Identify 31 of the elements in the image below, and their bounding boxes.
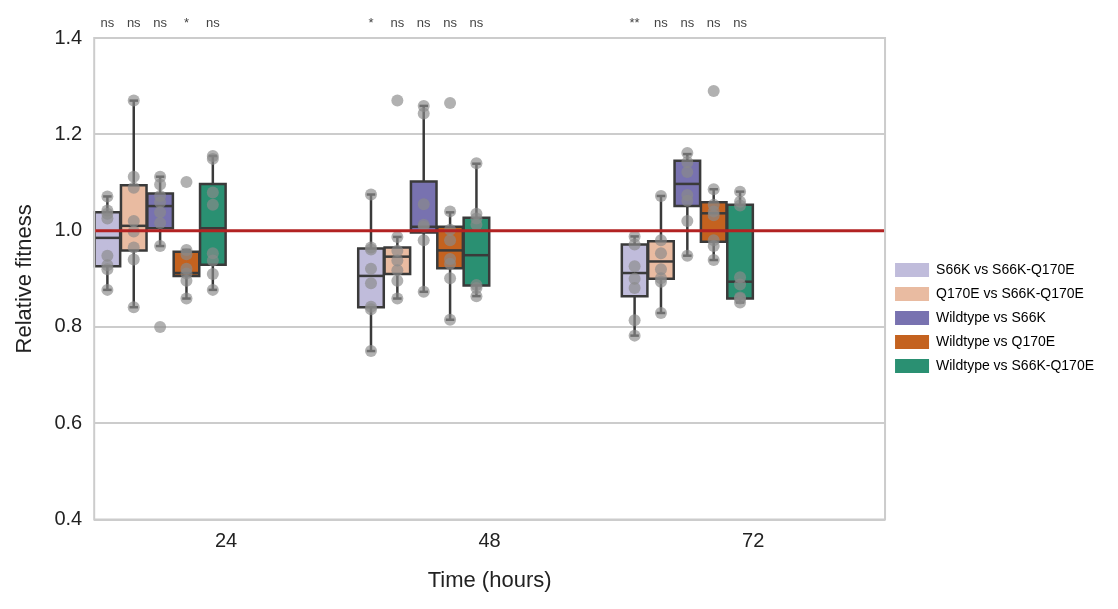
text: ns — [654, 15, 669, 31]
text: ns — [469, 15, 484, 31]
text: * — [183, 15, 189, 31]
legend-label: Wildtype vs S66K-Q170E — [936, 356, 1095, 373]
x-tick-label: 48 — [478, 529, 501, 552]
y-tick-label: 1.0 — [54, 218, 83, 241]
text: ns — [443, 15, 458, 31]
legend-label: Q170E vs S66K-Q170E — [936, 284, 1084, 301]
text: ns — [680, 15, 695, 31]
y-tick-label: 1.4 — [54, 25, 83, 48]
legend-label: Wildtype vs S66K — [936, 308, 1047, 325]
text: ns — [126, 15, 142, 31]
legend-label: Wildtype vs Q170E — [936, 332, 1056, 349]
y-tick-label: 0.6 — [54, 410, 83, 433]
x-tick-label: 72 — [742, 529, 765, 552]
y-tick-label: 0.4 — [54, 507, 83, 530]
text: * — [368, 15, 374, 31]
y-axis-title: Relative fitness — [11, 204, 37, 354]
text: ns — [100, 15, 115, 31]
x-axis-title: Time (hours) — [427, 566, 552, 592]
text: ns — [390, 15, 405, 31]
x-tick-label: 24 — [214, 529, 238, 552]
y-tick-label: 1.2 — [54, 121, 83, 144]
text: ns — [733, 15, 748, 31]
y-tick-label: 0.8 — [54, 314, 83, 337]
text: ns — [706, 15, 722, 31]
text: ns — [205, 15, 221, 31]
text: ** — [629, 15, 640, 31]
text: ns — [416, 15, 432, 31]
text: ns — [153, 15, 168, 31]
legend-label: S66K vs S66K-Q170E — [936, 260, 1075, 277]
